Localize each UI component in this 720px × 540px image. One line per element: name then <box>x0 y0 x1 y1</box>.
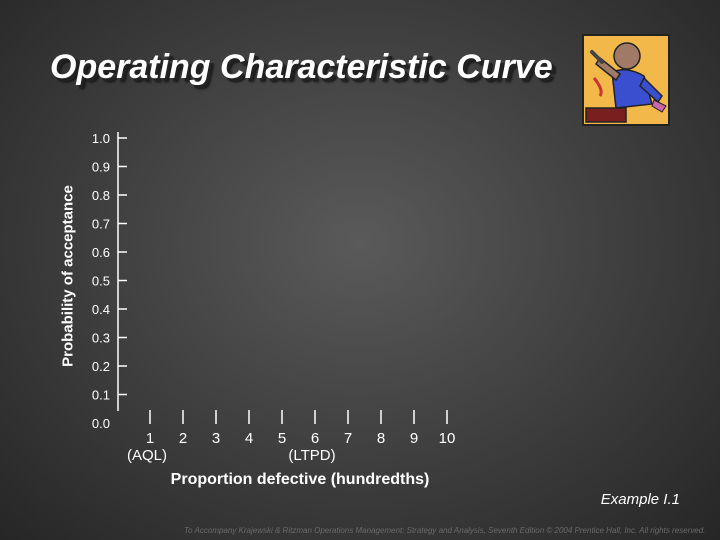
mechanic-with-wrench-clipart-icon <box>582 34 670 126</box>
x-tick-label: 8 <box>377 430 385 447</box>
x-tick-label: 6 <box>311 430 319 447</box>
y-tick-label: 0.7 <box>92 217 110 232</box>
slide-title: Operating Characteristic Curve <box>50 48 553 86</box>
x-tick-label: 10 <box>439 430 456 447</box>
y-tick-label: 0.4 <box>92 302 110 317</box>
y-tick-label: 0.5 <box>92 274 110 289</box>
y-tick-label: 0.3 <box>92 331 110 346</box>
y-tick-label: 0.2 <box>92 359 110 374</box>
x-tick-label: 4 <box>245 430 253 447</box>
y-tick-label: 0.9 <box>92 160 110 175</box>
x-tick-label: 9 <box>410 430 418 447</box>
x-annotation: (AQL) <box>127 447 167 464</box>
x-annotation: (LTPD) <box>288 447 335 464</box>
y-tick-label: 0.1 <box>92 388 110 403</box>
x-tick-label: 7 <box>344 430 352 447</box>
y-tick-label: 0.8 <box>92 188 110 203</box>
y-tick-label: 0.0 <box>92 416 110 431</box>
y-tick-label: 1.0 <box>92 131 110 146</box>
example-label: Example I.1 <box>600 491 680 508</box>
x-axis-label: Proportion defective (hundredths) <box>170 471 430 488</box>
copyright-footer: To Accompany Krajewski & Ritzman Operati… <box>184 526 706 535</box>
x-tick-label: 3 <box>212 430 220 447</box>
x-tick-label: 2 <box>179 430 187 447</box>
y-tick-label: 0.6 <box>92 245 110 260</box>
x-tick-label: 1 <box>146 430 154 447</box>
x-tick-label: 5 <box>278 430 286 447</box>
